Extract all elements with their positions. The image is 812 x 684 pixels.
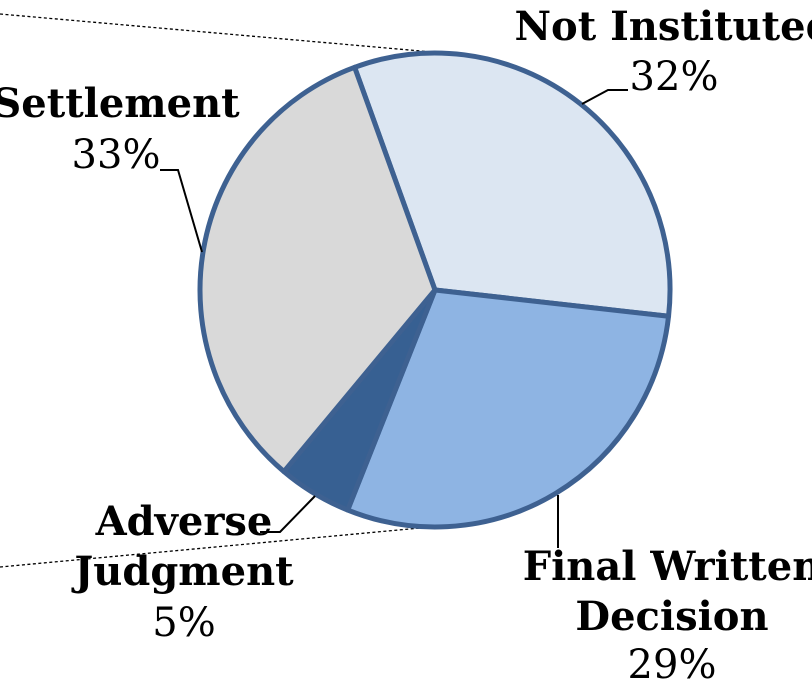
leader-line-not-instituted (581, 89, 628, 105)
pie-slice-not-instituted (352, 50, 673, 319)
slice-pct-final-written-decision: 29% (628, 642, 717, 684)
slice-label-not-instituted: Not Instituted (514, 3, 812, 50)
pie-slices (197, 50, 673, 530)
slice-label-adverse-judgment-line1: Adverse (95, 498, 273, 545)
slice-label-settlement: Settlement (0, 80, 240, 127)
label-settlement: Settlement 33% (0, 80, 240, 178)
connector-line-top (0, 13, 433, 53)
slice-pct-not-instituted: 32% (630, 54, 719, 100)
slice-pct-settlement: 33% (72, 132, 161, 178)
connector-line-bottom (0, 527, 421, 568)
label-final-written-decision: Final Written Decision 29% (523, 543, 812, 684)
slice-label-final-written-decision-line1: Final Written (523, 543, 812, 590)
label-adverse-judgment: Adverse Judgment 5% (71, 498, 294, 646)
leader-line-adverse-judgment (260, 495, 316, 533)
slice-label-final-written-decision-line2: Decision (575, 593, 768, 640)
leader-line-settlement (160, 169, 203, 253)
pie-slice-settlement (197, 64, 438, 475)
slice-pct-adverse-judgment: 5% (152, 600, 215, 646)
label-not-instituted: Not Instituted 32% (514, 3, 812, 100)
pie-slice-final-written-decision (345, 287, 672, 530)
slice-label-adverse-judgment-line2: Judgment (71, 548, 294, 595)
